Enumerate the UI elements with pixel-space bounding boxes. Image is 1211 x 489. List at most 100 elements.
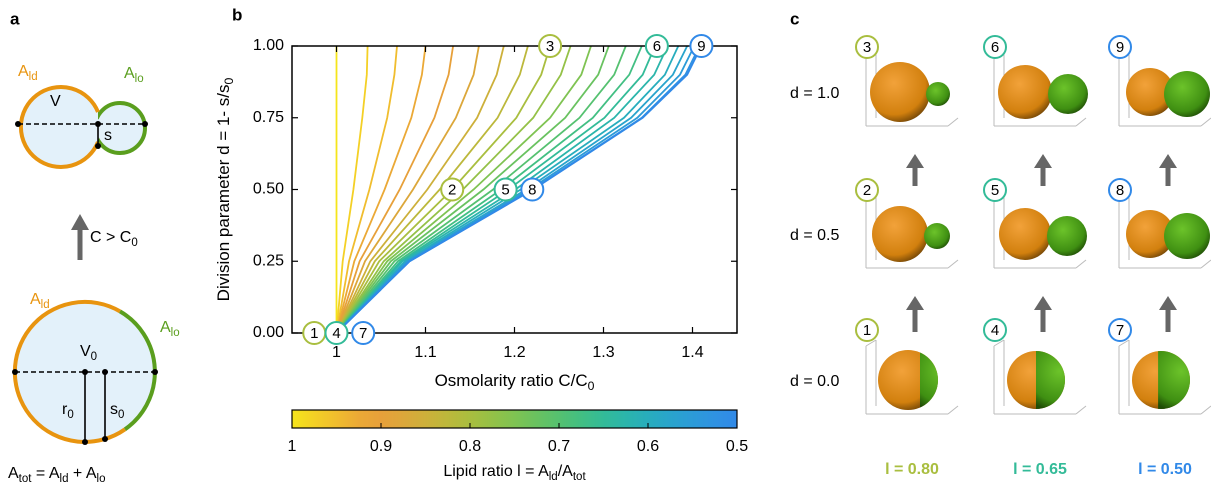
sphere-ld	[1126, 68, 1174, 116]
y-tick-label: 0.50	[253, 181, 284, 198]
text-part: Osmolarity ratio C/C	[435, 371, 588, 390]
arrow-head	[906, 154, 924, 168]
cell-number: 1	[863, 322, 871, 339]
sphere-plot	[993, 339, 1087, 415]
text-part: lo	[171, 327, 180, 339]
sphere-plot	[1118, 51, 1211, 127]
cell-number-ring	[855, 35, 879, 59]
y-axis-label: Division parameter d = 1- s/s0	[214, 77, 236, 301]
text-part: A	[8, 465, 19, 482]
label: Alo	[124, 65, 144, 85]
label: r0	[62, 401, 74, 421]
sphere-ld	[870, 62, 930, 122]
x-tick-label: 1.1	[414, 344, 436, 361]
text-part: A	[30, 291, 41, 308]
sphere-ld	[872, 206, 928, 262]
line	[335, 45, 454, 334]
line	[335, 45, 369, 334]
cell-number: 2	[863, 182, 871, 199]
axis-line	[947, 405, 959, 415]
line	[335, 45, 627, 334]
colorbar-tick-label: 0.7	[548, 438, 570, 455]
label: V	[50, 93, 61, 110]
label: s0	[110, 401, 124, 421]
text-part: ld	[549, 471, 558, 483]
marker	[538, 34, 563, 58]
sphere-plot	[1118, 193, 1211, 269]
marker	[644, 34, 669, 58]
panel-label: c	[790, 9, 799, 28]
cell-number-ring	[983, 178, 1007, 202]
colorbar-tick-label: 0.5	[726, 438, 748, 455]
line	[335, 45, 656, 334]
line	[335, 45, 505, 334]
sphere-lo	[1158, 351, 1190, 409]
cell-number: 8	[1116, 182, 1124, 199]
line	[335, 45, 529, 334]
cell-number: 3	[863, 39, 871, 56]
text-part: V	[50, 93, 61, 110]
axis-line	[1075, 405, 1087, 415]
y-tick-label: 0.75	[253, 109, 284, 126]
sphere-plot	[865, 339, 959, 415]
label: Ald	[18, 63, 38, 83]
line	[335, 45, 427, 334]
marker	[520, 177, 545, 202]
text-part: C > C	[90, 229, 131, 246]
text-part: lo	[97, 473, 106, 484]
colorbar-tick-label: 0.9	[370, 438, 392, 455]
sphere-lo	[1047, 216, 1087, 256]
marker-label: 9	[697, 38, 705, 55]
text-part: r	[62, 401, 68, 418]
text-part: lo	[135, 73, 144, 85]
text-part: s	[104, 127, 112, 144]
arrow-head	[906, 296, 924, 310]
x-tick-label: 1.3	[592, 344, 614, 361]
line	[335, 45, 643, 334]
sphere-plot	[993, 193, 1087, 269]
axis-line	[947, 117, 959, 127]
axis-line	[1118, 339, 1130, 347]
row-label: d = 0.0	[790, 373, 839, 390]
arrow-head	[1159, 154, 1177, 168]
label: V0	[80, 343, 97, 363]
text-part: 0	[222, 77, 236, 84]
line	[335, 45, 703, 334]
line	[335, 45, 551, 334]
sphere-lo	[1048, 74, 1088, 114]
marker	[324, 321, 349, 345]
text-part: Division parameter d = 1- s/s	[214, 84, 233, 301]
line	[335, 45, 696, 334]
text-part: ld	[41, 299, 50, 311]
marker-label: 3	[546, 38, 554, 55]
sphere-lo	[1164, 71, 1210, 117]
column-label: l = 0.50	[1138, 461, 1192, 478]
sphere-lo	[926, 82, 950, 106]
cell-number-ring	[855, 318, 879, 342]
y-tick-label: 0.00	[253, 324, 284, 341]
colorbar	[291, 409, 738, 429]
text-part: Lipid ratio l = A	[443, 463, 549, 480]
label: Alo	[160, 319, 180, 339]
cell-number-ring	[983, 35, 1007, 59]
line	[335, 45, 610, 334]
axis-line	[865, 339, 877, 347]
cell-number: 9	[1116, 39, 1124, 56]
sphere-plot	[865, 51, 959, 127]
marker-label: 8	[528, 181, 536, 198]
panel-a-diagram	[12, 85, 158, 445]
sphere-lo	[924, 223, 950, 249]
axis-line	[1075, 117, 1087, 127]
y-tick-label: 1.00	[253, 37, 284, 54]
text-part: 0	[91, 351, 97, 363]
line	[335, 45, 669, 334]
text-part: ld	[29, 71, 38, 83]
panel-label: b	[232, 5, 242, 24]
text-part: 0	[67, 409, 73, 421]
sphere-lo	[1164, 213, 1210, 259]
text-part: + A	[68, 465, 96, 482]
marker-label: 6	[653, 38, 661, 55]
cell-number: 4	[991, 322, 999, 339]
row-label: d = 1.0	[790, 85, 839, 102]
